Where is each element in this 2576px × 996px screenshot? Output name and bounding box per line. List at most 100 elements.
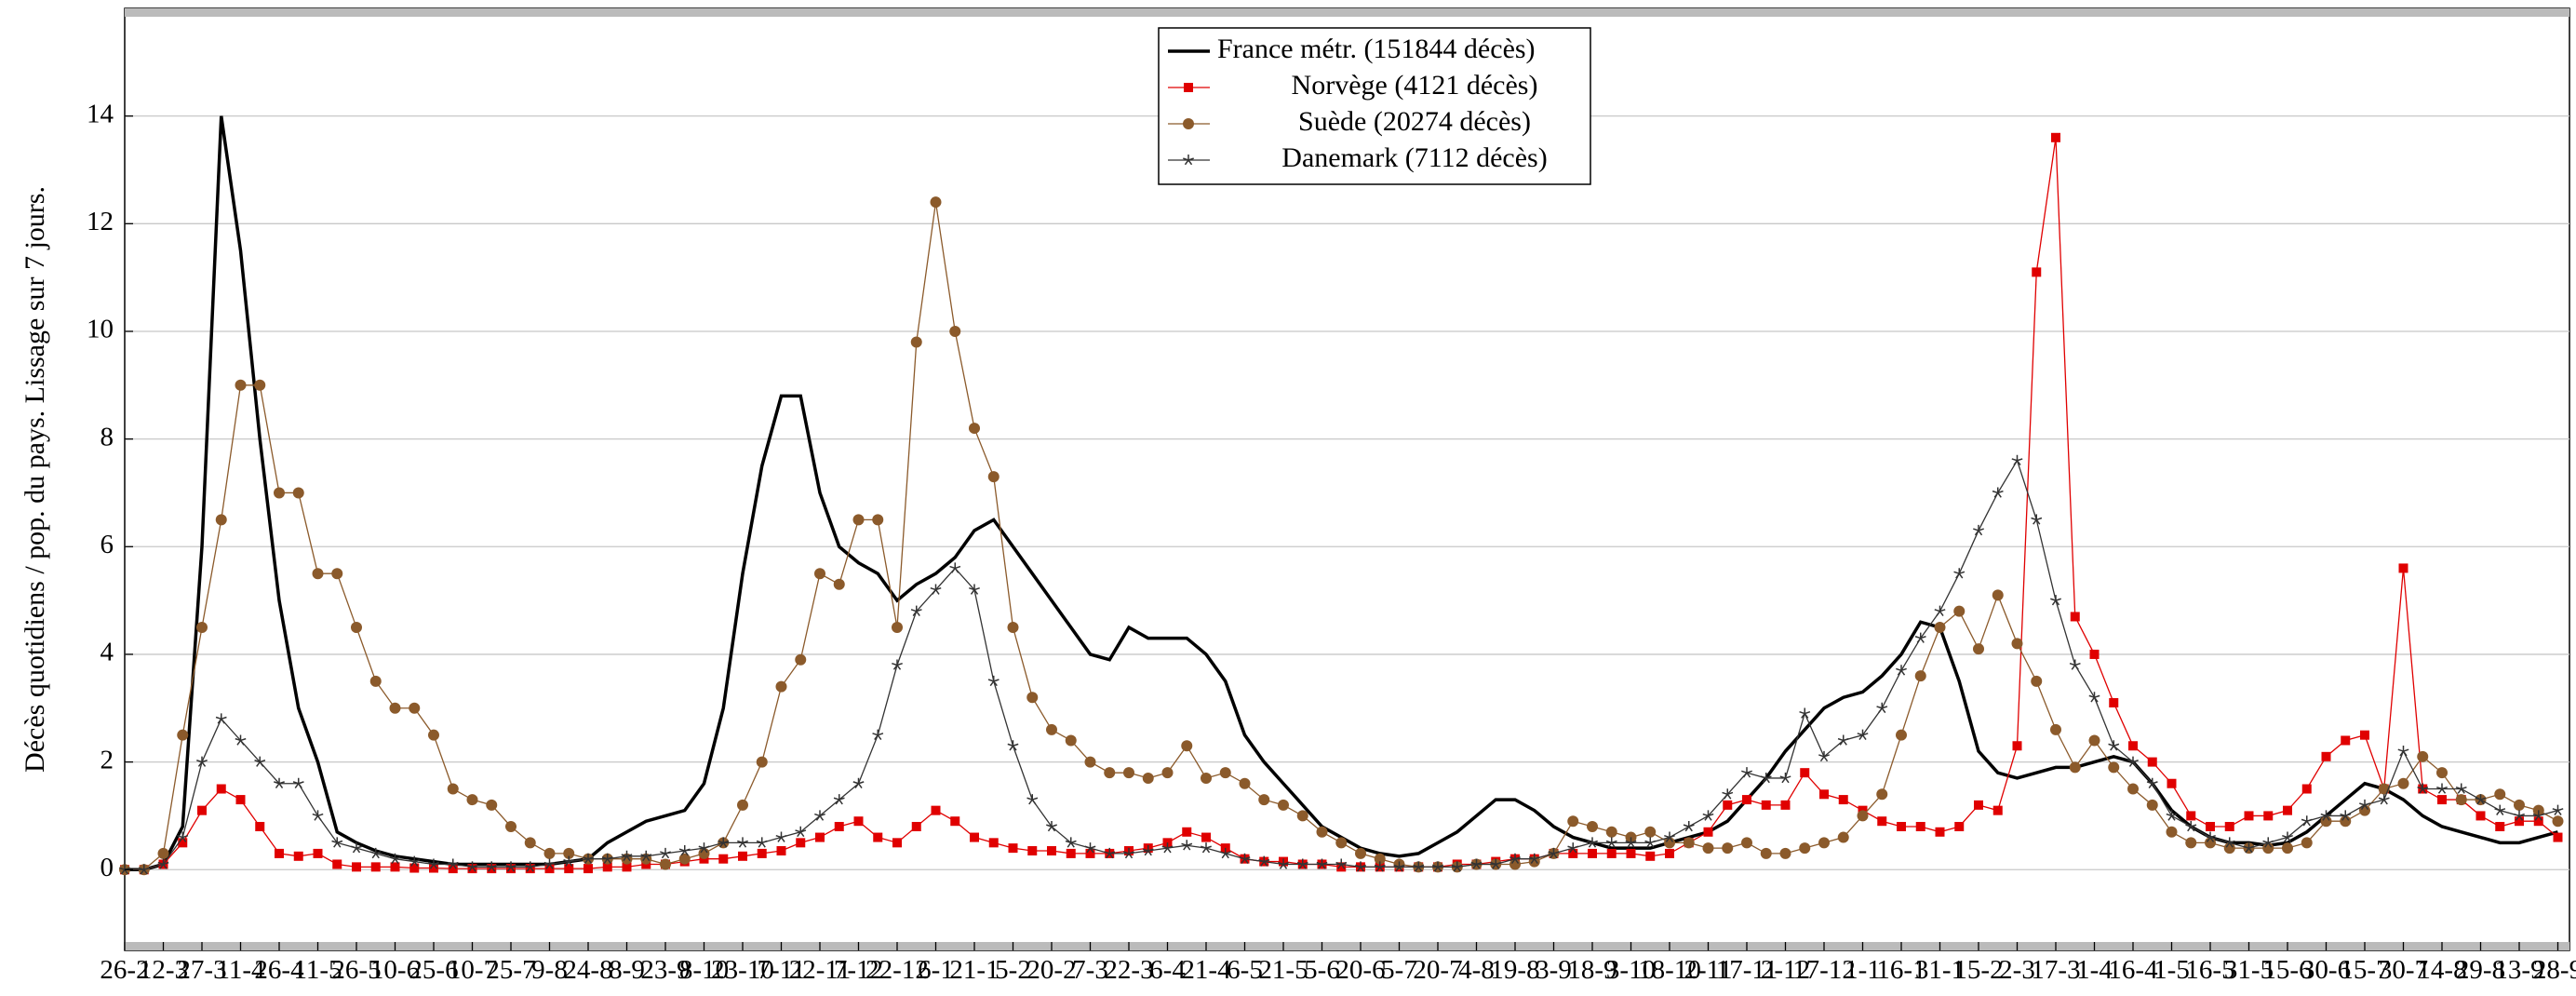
marker — [524, 837, 536, 849]
marker — [1007, 740, 1019, 751]
marker — [275, 848, 284, 858]
marker — [1490, 858, 1502, 869]
marker — [2398, 563, 2408, 573]
x-tick-label: 5-6 — [1304, 955, 1340, 985]
marker — [1393, 861, 1405, 872]
marker — [930, 196, 942, 209]
y-tick-label: 6 — [101, 530, 114, 559]
marker — [1876, 788, 1888, 801]
marker — [254, 756, 266, 767]
y-tick-label: 12 — [87, 207, 114, 236]
marker — [157, 847, 169, 859]
marker — [815, 832, 825, 842]
marker — [2514, 799, 2525, 811]
marker — [910, 336, 922, 348]
marker — [2515, 816, 2524, 827]
marker — [892, 622, 903, 634]
marker — [1702, 810, 1714, 821]
x-tick-label: 7-12 — [834, 955, 883, 985]
marker — [2263, 811, 2274, 821]
marker — [1026, 794, 1039, 805]
marker — [1026, 692, 1039, 704]
marker — [1335, 837, 1348, 849]
marker — [1934, 622, 1946, 634]
marker — [1008, 843, 1018, 854]
marker — [2320, 815, 2332, 828]
marker — [215, 514, 227, 526]
x-tick-label: 1-1 — [1845, 955, 1881, 985]
marker — [1509, 858, 1521, 870]
marker — [370, 862, 381, 872]
y-tick-label: 2 — [101, 745, 114, 774]
marker — [756, 837, 768, 848]
marker — [2089, 649, 2100, 659]
x-tick-label: 17-11 — [1716, 955, 1778, 985]
marker — [1818, 750, 1830, 762]
marker — [369, 847, 382, 859]
x-tick-label: 13-9 — [2494, 955, 2543, 985]
marker — [2455, 794, 2467, 806]
marker — [2011, 454, 2023, 466]
y-tick-label: 0 — [101, 853, 114, 882]
x-tick-label: 29-8 — [2456, 955, 2505, 985]
x-tick-label: 26-2 — [100, 955, 149, 985]
marker — [2108, 761, 2120, 774]
marker — [873, 832, 883, 842]
marker — [1606, 848, 1617, 858]
marker — [872, 514, 884, 526]
x-tick-label: 20-7 — [1413, 955, 1462, 985]
marker — [2301, 837, 2313, 849]
marker — [834, 821, 844, 831]
marker — [1779, 772, 1791, 784]
marker — [1065, 837, 1077, 848]
marker — [235, 379, 247, 391]
marker — [1335, 858, 1348, 869]
y-tick-label: 10 — [87, 315, 114, 344]
marker — [1278, 858, 1289, 869]
y-tick-label: 4 — [101, 638, 114, 667]
marker — [1201, 842, 1212, 854]
marker — [738, 851, 747, 861]
marker — [390, 862, 400, 872]
marker — [1954, 821, 1965, 831]
marker — [486, 861, 498, 872]
marker — [1857, 810, 1869, 822]
marker — [1992, 805, 2003, 815]
x-tick-label: 23-10 — [711, 955, 774, 985]
marker — [1838, 795, 1848, 805]
marker — [988, 838, 999, 848]
marker — [2455, 783, 2467, 794]
x-tick-label: 14-8 — [2417, 955, 2466, 985]
x-tick-label: 20-2 — [1026, 955, 1076, 985]
marker — [2359, 804, 2370, 816]
x-tick-label: 11-5 — [293, 955, 342, 985]
marker — [1219, 847, 1231, 859]
marker — [1953, 605, 1966, 617]
marker — [1722, 842, 1734, 855]
marker — [1142, 772, 1154, 784]
marker — [197, 805, 207, 815]
marker — [2088, 734, 2100, 747]
marker — [196, 622, 208, 634]
x-tick-label: 23-9 — [640, 955, 690, 985]
x-tick-label: 6-5 — [1227, 955, 1263, 985]
marker — [235, 795, 246, 805]
marker — [2069, 761, 2081, 774]
marker — [1953, 568, 1966, 579]
marker — [2205, 837, 2216, 849]
x-tick-label: 26-5 — [331, 955, 381, 985]
marker — [1819, 789, 1829, 800]
marker — [1664, 831, 1675, 842]
marker — [564, 864, 574, 874]
marker — [1567, 842, 1579, 854]
marker — [1683, 837, 1695, 849]
marker — [467, 864, 477, 874]
x-tick-label: 8-10 — [679, 955, 729, 985]
marker — [584, 864, 593, 874]
marker — [2321, 751, 2331, 761]
marker — [1973, 643, 1984, 655]
x-tick-label: 4-8 — [1458, 955, 1495, 985]
x-tick-label: 30-6 — [2301, 955, 2351, 985]
x-tick-label: 28-9 — [2533, 955, 2576, 985]
